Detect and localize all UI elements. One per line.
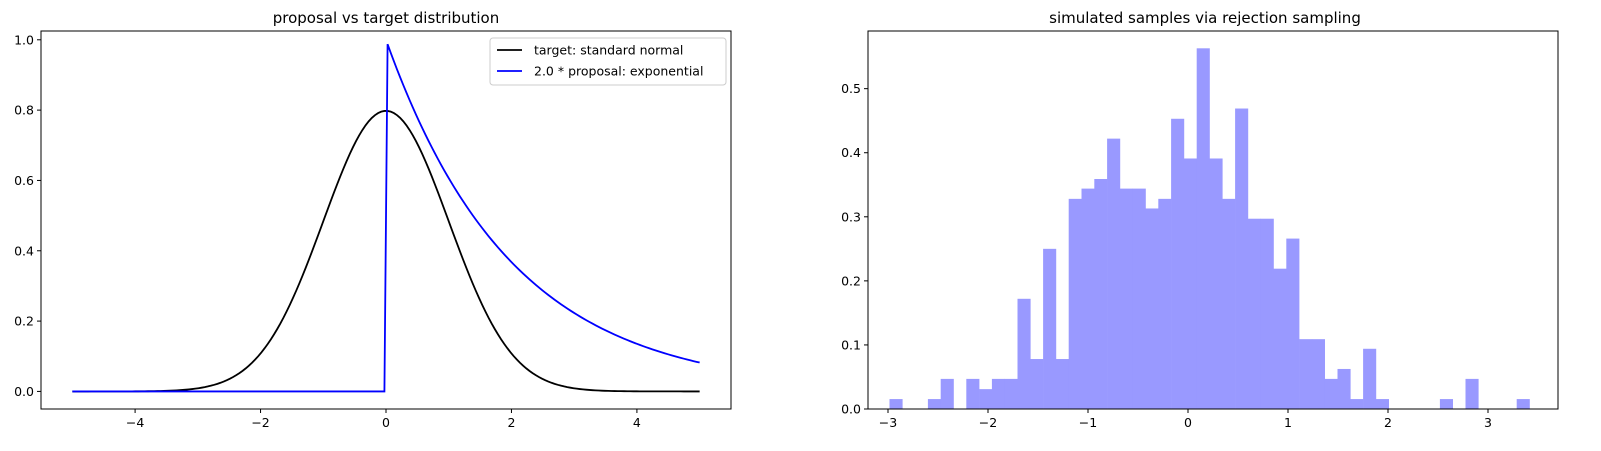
histogram-bar	[1273, 268, 1287, 409]
legend-label-target: target: standard normal	[534, 43, 683, 58]
histogram-bar	[1235, 108, 1249, 410]
histogram-bar	[1465, 378, 1479, 409]
y-tick-label: 0.3	[841, 209, 861, 224]
proposal-exponential-curve	[72, 43, 700, 393]
histogram-bar	[1324, 378, 1338, 409]
right-y-ticks: 0.0 0.1 0.2 0.3 0.4 0.5	[841, 81, 868, 417]
histogram-bar	[889, 399, 903, 409]
y-tick-label: 0.2	[841, 273, 861, 288]
histogram-bar	[927, 399, 941, 409]
x-tick-label: 2	[507, 415, 515, 430]
y-tick-label: 0.0	[14, 384, 34, 399]
histogram-bars	[889, 48, 1530, 410]
histogram-bar	[940, 378, 954, 409]
histogram-bar	[1132, 188, 1146, 409]
left-y-ticks: 0.0 0.2 0.4 0.6 0.8 1.0	[14, 32, 41, 399]
y-tick-label: 0.4	[14, 243, 34, 258]
y-tick-label: 0.4	[841, 145, 861, 160]
y-tick-label: 0.2	[14, 314, 34, 329]
x-tick-label: −1	[1079, 415, 1097, 430]
left-series-lines	[72, 43, 700, 393]
right-x-ticks: −3 −2 −1 0 1 2 3	[879, 409, 1492, 430]
histogram-bar	[1196, 48, 1210, 410]
right-plot-frame	[867, 30, 1559, 410]
histogram-bar	[1209, 158, 1223, 409]
histogram-bar	[1260, 218, 1274, 409]
x-tick-label: −2	[251, 415, 269, 430]
x-tick-label: 0	[1184, 415, 1192, 430]
y-tick-label: 0.6	[14, 173, 34, 188]
x-tick-label: −2	[979, 415, 997, 430]
histogram-bar	[1004, 378, 1018, 409]
histogram-bar	[1375, 399, 1389, 409]
x-tick-label: 2	[1384, 415, 1392, 430]
histogram-bar	[1158, 198, 1172, 409]
x-tick-label: −4	[126, 415, 144, 430]
histogram-bar	[1055, 359, 1069, 409]
left-x-ticks: −4 −2 0 2 4	[126, 409, 641, 430]
legend: target: standard normal 2.0 * proposal: …	[489, 37, 727, 86]
histogram-bar	[1081, 188, 1095, 409]
histogram-bar	[1350, 399, 1364, 409]
left-plot-frame	[40, 30, 732, 410]
histogram-bar	[1222, 198, 1236, 409]
histogram-bar	[991, 378, 1005, 409]
x-tick-label: −3	[879, 415, 897, 430]
histogram-bar	[1068, 198, 1082, 409]
histogram-bar	[1183, 158, 1197, 409]
histogram-bar	[1017, 298, 1031, 409]
left-subplot: proposal vs target distribution −4 −2 0 2 4 …	[14, 9, 732, 430]
histogram-bar	[1516, 399, 1530, 409]
y-tick-label: 0.8	[14, 103, 34, 118]
histogram-bar	[1311, 339, 1325, 409]
histogram-bar	[1107, 138, 1121, 409]
histogram-bar	[1043, 248, 1057, 409]
legend-label-proposal: 2.0 * proposal: exponential	[534, 64, 703, 79]
x-tick-label: 1	[1284, 415, 1292, 430]
histogram-bar	[979, 389, 993, 409]
histogram-bar	[1094, 179, 1108, 409]
histogram-bar	[1337, 368, 1351, 409]
target-normal-curve	[72, 110, 700, 393]
histogram-bar	[1299, 339, 1313, 409]
x-tick-label: 3	[1484, 415, 1492, 430]
x-tick-label: 4	[633, 415, 641, 430]
histogram-bar	[1247, 218, 1261, 409]
histogram-bar	[1171, 118, 1185, 410]
histogram-bar	[1439, 399, 1453, 409]
y-tick-label: 0.1	[841, 337, 861, 352]
histogram-bar	[1119, 188, 1133, 409]
histogram-bar	[1363, 348, 1377, 409]
legend-box	[489, 37, 727, 86]
y-tick-label: 0.0	[841, 402, 861, 417]
y-tick-label: 0.5	[841, 81, 861, 96]
histogram-bar	[1145, 208, 1159, 409]
right-chart-title: simulated samples via rejection sampling	[1049, 9, 1361, 27]
histogram-bar	[1286, 238, 1300, 409]
histogram-bar	[966, 378, 980, 409]
x-tick-label: 0	[382, 415, 390, 430]
y-tick-label: 1.0	[14, 32, 34, 47]
histogram-bar	[1030, 359, 1044, 409]
right-subplot: simulated samples via rejection sampling…	[841, 9, 1559, 430]
left-chart-title: proposal vs target distribution	[273, 9, 500, 27]
